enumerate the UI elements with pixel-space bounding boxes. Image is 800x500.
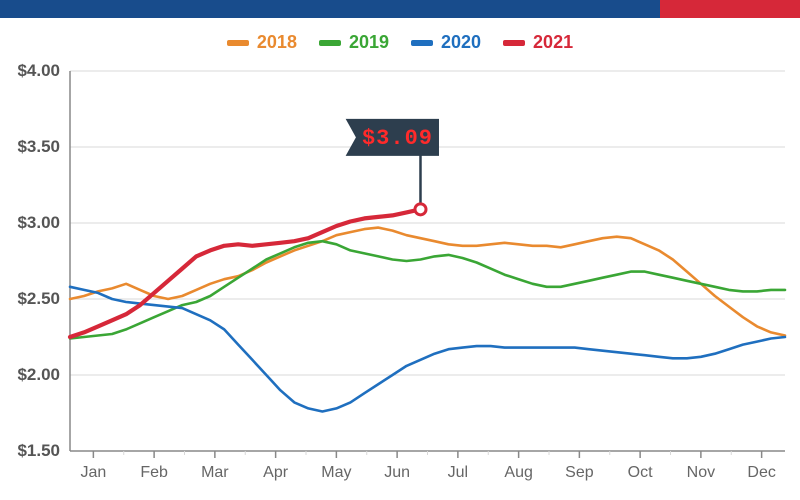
svg-text:$1.50: $1.50: [17, 441, 60, 460]
legend-label: 2020: [441, 32, 481, 53]
svg-text:$3.50: $3.50: [17, 137, 60, 156]
svg-text:Oct: Oct: [628, 464, 653, 481]
legend-swatch-2020: [411, 40, 433, 46]
svg-text:$2.50: $2.50: [17, 289, 60, 308]
svg-text:Jun: Jun: [384, 464, 410, 481]
top-bar-main: [0, 0, 660, 18]
legend-item-2019: 2019: [319, 32, 389, 53]
legend-label: 2019: [349, 32, 389, 53]
legend-swatch-2019: [319, 40, 341, 46]
svg-text:Jul: Jul: [448, 464, 468, 481]
svg-text:Nov: Nov: [687, 464, 715, 481]
svg-text:$2.00: $2.00: [17, 365, 60, 384]
legend-label: 2018: [257, 32, 297, 53]
legend: 2018 2019 2020 2021: [0, 18, 800, 61]
top-bar: [0, 0, 800, 18]
svg-text:Jan: Jan: [80, 464, 106, 481]
svg-text:May: May: [321, 464, 351, 481]
svg-text:Feb: Feb: [140, 464, 168, 481]
legend-label: 2021: [533, 32, 573, 53]
svg-text:Apr: Apr: [263, 464, 289, 481]
line-chart: $4.00 $3.50 $3.00 $2.50 $2.00 $1.50 Jan Feb Mar A…: [0, 61, 800, 491]
legend-swatch-2021: [503, 40, 525, 46]
svg-text:$4.00: $4.00: [17, 61, 60, 80]
svg-text:$3.09: $3.09: [362, 126, 433, 151]
svg-text:Aug: Aug: [504, 464, 532, 481]
legend-item-2021: 2021: [503, 32, 573, 53]
svg-text:Dec: Dec: [747, 464, 775, 481]
svg-text:Mar: Mar: [201, 464, 229, 481]
legend-swatch-2018: [227, 40, 249, 46]
legend-item-2020: 2020: [411, 32, 481, 53]
svg-text:Sep: Sep: [565, 464, 594, 481]
svg-text:$3.00: $3.00: [17, 213, 60, 232]
chart-area: $4.00 $3.50 $3.00 $2.50 $2.00 $1.50 Jan Feb Mar A…: [0, 61, 800, 500]
top-bar-side: [660, 0, 800, 18]
legend-item-2018: 2018: [227, 32, 297, 53]
